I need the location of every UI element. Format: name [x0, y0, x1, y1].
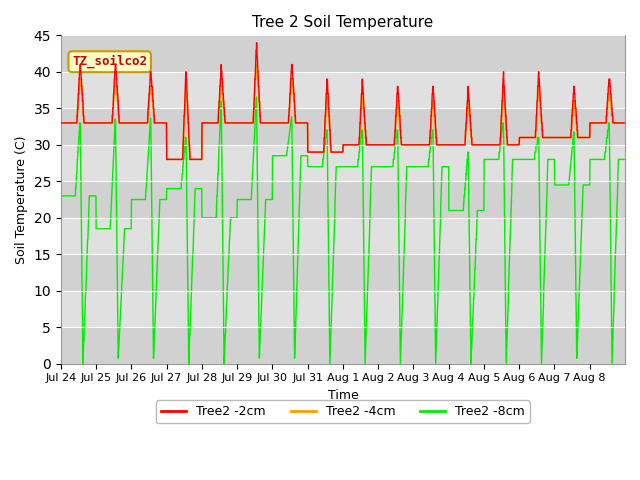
- Tree2 -8cm: [614, 193, 621, 199]
- Tree2 -2cm: [113, 84, 121, 89]
- Line: Tree2 -2cm: Tree2 -2cm: [61, 43, 625, 159]
- Tree2 -8cm: [79, 361, 87, 367]
- Tree2 -2cm: [614, 120, 621, 126]
- Tree2 -8cm: [545, 156, 553, 162]
- Tree2 -4cm: [57, 120, 65, 126]
- Tree2 -2cm: [57, 120, 65, 126]
- Tree2 -4cm: [614, 120, 621, 126]
- Line: Tree2 -4cm: Tree2 -4cm: [61, 64, 625, 159]
- Tree2 -8cm: [253, 94, 260, 100]
- Tree2 -4cm: [113, 91, 121, 96]
- Tree2 -4cm: [513, 142, 521, 148]
- Title: Tree 2 Soil Temperature: Tree 2 Soil Temperature: [252, 15, 433, 30]
- Bar: [61, 327, 625, 364]
- Bar: [61, 36, 625, 72]
- Tree2 -2cm: [253, 40, 260, 46]
- Bar: [61, 181, 625, 218]
- Tree2 -8cm: [114, 291, 122, 297]
- Tree2 -8cm: [513, 156, 521, 162]
- Tree2 -2cm: [163, 156, 170, 162]
- Tree2 -2cm: [513, 142, 521, 148]
- Tree2 -8cm: [378, 164, 385, 169]
- Line: Tree2 -8cm: Tree2 -8cm: [61, 97, 625, 364]
- Tree2 -4cm: [253, 61, 260, 67]
- Bar: [61, 291, 625, 327]
- Tree2 -4cm: [378, 142, 385, 148]
- Tree2 -8cm: [621, 156, 629, 162]
- Tree2 -4cm: [236, 120, 243, 126]
- Bar: [61, 218, 625, 254]
- Bar: [61, 0, 625, 36]
- Tree2 -4cm: [545, 134, 553, 140]
- Tree2 -8cm: [236, 197, 243, 203]
- Tree2 -2cm: [236, 120, 243, 126]
- Tree2 -4cm: [163, 156, 170, 162]
- Bar: [61, 254, 625, 291]
- Text: TZ_soilco2: TZ_soilco2: [72, 55, 147, 69]
- Tree2 -2cm: [378, 142, 385, 148]
- Tree2 -2cm: [621, 120, 629, 126]
- X-axis label: Time: Time: [328, 389, 358, 402]
- Tree2 -2cm: [545, 134, 553, 140]
- Bar: [61, 108, 625, 145]
- Legend: Tree2 -2cm, Tree2 -4cm, Tree2 -8cm: Tree2 -2cm, Tree2 -4cm, Tree2 -8cm: [156, 400, 530, 423]
- Bar: [61, 72, 625, 108]
- Tree2 -4cm: [621, 120, 629, 126]
- Tree2 -8cm: [57, 193, 65, 199]
- Y-axis label: Soil Temperature (C): Soil Temperature (C): [15, 135, 28, 264]
- Bar: [61, 145, 625, 181]
